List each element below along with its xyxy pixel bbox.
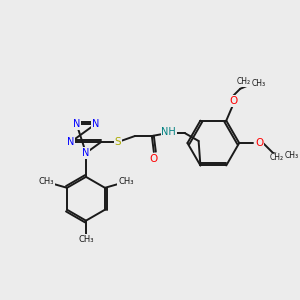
- Text: N: N: [82, 148, 90, 158]
- Text: O: O: [255, 138, 263, 148]
- Text: CH₃: CH₃: [118, 177, 134, 186]
- Text: CH₃: CH₃: [38, 177, 54, 186]
- Text: CH₃: CH₃: [78, 235, 94, 244]
- Text: CH₃: CH₃: [285, 152, 299, 160]
- Text: CH₂: CH₂: [270, 154, 284, 163]
- Text: S: S: [115, 137, 121, 147]
- Text: N: N: [73, 119, 80, 129]
- Text: O: O: [150, 154, 158, 164]
- Text: N: N: [67, 137, 74, 147]
- Text: CH₂: CH₂: [237, 77, 251, 86]
- Text: NH: NH: [161, 127, 176, 137]
- Text: N: N: [92, 119, 99, 129]
- Text: CH₃: CH₃: [252, 79, 266, 88]
- Text: O: O: [229, 96, 237, 106]
